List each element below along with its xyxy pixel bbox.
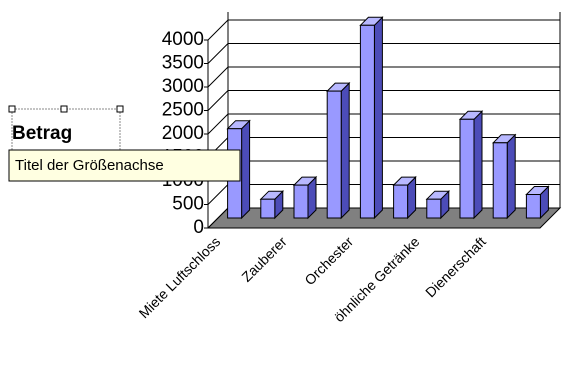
bar (359, 24, 375, 219)
bar (525, 194, 541, 219)
y-tick-label: 2000 (162, 123, 204, 144)
y-axis-title[interactable]: Betrag (12, 123, 72, 144)
handle (8, 105, 16, 113)
bar (459, 118, 475, 219)
handle (116, 105, 124, 113)
grid-line (207, 90, 560, 111)
x-tick-label: Dienerschaft (422, 233, 489, 300)
y-tick-label: 2500 (162, 100, 204, 121)
bar (492, 142, 508, 219)
bar-side (241, 119, 251, 220)
x-tick-label: Orchester (301, 233, 356, 288)
y-tick-label: 3000 (162, 76, 204, 97)
grid-line (207, 19, 560, 41)
y-tick-label: 0 (193, 217, 204, 238)
bar (260, 198, 276, 219)
bar-side (473, 110, 483, 220)
grid-line (207, 43, 560, 64)
y-tick-label: 3500 (162, 53, 204, 74)
x-tick-label: Miete Luftschloss (136, 233, 224, 321)
bar (426, 198, 442, 219)
bar-side (340, 81, 350, 220)
y-tick-label: 4000 (162, 29, 204, 50)
x-tick-label: Zauberer (238, 233, 290, 285)
handle (60, 105, 68, 113)
tooltip-box (8, 149, 241, 182)
bar-side (373, 16, 383, 220)
bar (393, 184, 409, 219)
tooltip: Titel der Größenachse (15, 157, 164, 174)
grid-line (207, 113, 560, 135)
grid-line (207, 66, 560, 88)
y-tick-label: 500 (172, 194, 204, 215)
bar (326, 90, 342, 219)
bar (293, 184, 309, 219)
bar-side (506, 133, 516, 220)
overlay: Betrag Titel der Größenachse (8, 105, 241, 182)
